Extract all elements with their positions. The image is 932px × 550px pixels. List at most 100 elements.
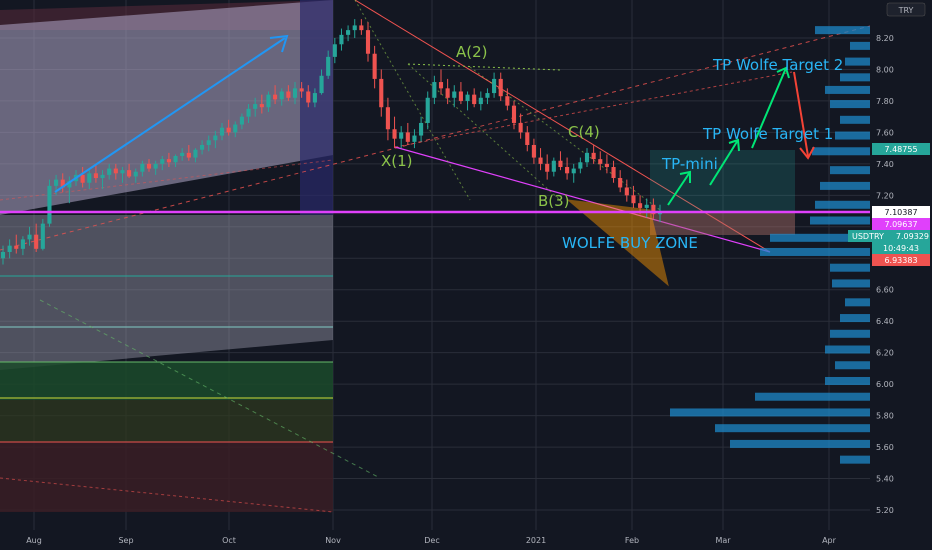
candle-body	[266, 94, 271, 108]
countdown-tag	[872, 242, 930, 254]
candle-body	[399, 132, 404, 139]
candle-body	[472, 94, 477, 105]
candle-body	[226, 127, 231, 133]
candle-body	[306, 91, 311, 103]
candle-body	[200, 144, 205, 150]
volume-profile-bar	[840, 115, 870, 124]
y-tick-label: 7.40	[876, 160, 894, 169]
candle-body	[233, 124, 238, 133]
target2-arrow-head	[776, 66, 790, 79]
candle-body	[458, 91, 463, 101]
countdown-text: 10:49:43	[883, 244, 919, 253]
candle-body	[558, 160, 563, 168]
candle-body	[505, 96, 510, 106]
currency-tag	[886, 2, 926, 17]
price-tag-4	[872, 254, 930, 266]
candle-body	[292, 88, 298, 98]
uptrend-arrow	[54, 37, 286, 193]
candle-body	[492, 78, 497, 94]
y-tick-label: 8.00	[876, 65, 894, 74]
y-tick-label: 7.80	[876, 97, 894, 106]
candle-body	[551, 160, 556, 172]
candle-body	[618, 178, 623, 188]
volume-profile-bar	[845, 298, 870, 307]
candle-body	[239, 116, 244, 125]
candle-body	[286, 91, 291, 98]
candle-body	[173, 156, 178, 163]
candle-body	[578, 162, 583, 169]
candlesticks	[0, 19, 663, 265]
candle-body	[584, 152, 590, 163]
candle-body	[7, 245, 12, 252]
volume-profile-bar	[825, 345, 870, 354]
candle-body	[40, 223, 45, 249]
symbol-tag-text: USDTRY	[852, 232, 884, 241]
candle-body	[160, 159, 165, 164]
label-tp-target-2: TP Wolfe Target 2	[712, 56, 843, 74]
candle-body	[346, 30, 351, 35]
zone-grey	[0, 215, 333, 370]
wolfe-lower-line	[394, 146, 771, 253]
volume-profile-bar	[815, 26, 870, 35]
volume-profile-bar	[820, 181, 870, 190]
volume-profile-bar	[730, 439, 870, 448]
x-tick-label: Feb	[625, 536, 639, 545]
y-tick-label: 5.20	[876, 506, 894, 515]
candle-body	[438, 82, 444, 89]
wolfe-target-line	[394, 71, 793, 148]
candle-body	[598, 159, 603, 164]
volume-profile-bar	[830, 263, 870, 272]
candle-body	[611, 167, 616, 179]
label-tp-target-1: TP Wolfe Target 1	[702, 125, 833, 143]
zone-lavender	[0, 0, 333, 215]
candle-body	[498, 78, 503, 97]
wolfe-buy-zone	[566, 199, 669, 287]
candle-body	[186, 152, 191, 158]
candle-body	[193, 149, 198, 158]
candle-body	[339, 34, 344, 45]
tp-mini-arrow	[667, 171, 691, 206]
candle-body	[385, 107, 390, 130]
x-tick-label: 2021	[526, 536, 546, 545]
y-tick-label: 6.20	[876, 349, 894, 358]
volume-profile-bar	[825, 376, 870, 385]
zone-green	[0, 362, 333, 400]
candle-body	[146, 163, 152, 169]
candle-body	[87, 173, 92, 183]
volume-profile-bar	[840, 73, 870, 82]
candle-body	[127, 170, 132, 177]
candle-body	[565, 167, 570, 174]
candle-body	[465, 94, 470, 101]
candle-body	[604, 163, 609, 168]
candle-body	[419, 122, 424, 136]
candle-body	[93, 173, 98, 179]
candle-body	[545, 163, 550, 172]
label-a2: A(2)	[456, 43, 488, 61]
volume-profile-bar	[850, 41, 870, 50]
volume-profile	[670, 26, 870, 464]
candle-body	[319, 75, 324, 94]
candle-body	[326, 56, 331, 76]
candle-body	[273, 94, 278, 100]
candle-body	[107, 168, 112, 175]
candle-body	[60, 179, 65, 188]
uptrend-arrow-head	[269, 34, 289, 53]
volume-profile-bar	[845, 57, 870, 66]
wolfe-dotted-2	[407, 63, 561, 201]
time-axis[interactable]: Aug Sep Oct Nov Dec 2021 Feb Mar Apr	[0, 530, 932, 550]
candle-body	[445, 88, 450, 98]
y-tick-label: 5.60	[876, 443, 894, 452]
y-tick-label: 6.00	[876, 380, 894, 389]
volume-profile-bar	[825, 85, 870, 94]
volume-profile-bar	[832, 279, 870, 288]
label-x1: X(1)	[381, 152, 413, 170]
x-tick-label: Sep	[118, 536, 133, 545]
price-axis[interactable]: 5.205.405.605.806.006.206.406.606.807.00…	[848, 0, 932, 530]
target1-arrow-head	[728, 138, 740, 152]
candle-body	[511, 105, 517, 123]
volume-profile-bar	[830, 329, 870, 338]
rising-dashed-trendline	[0, 9, 932, 251]
volume-profile-bar	[835, 361, 870, 370]
zone-blue-strip	[300, 0, 333, 215]
